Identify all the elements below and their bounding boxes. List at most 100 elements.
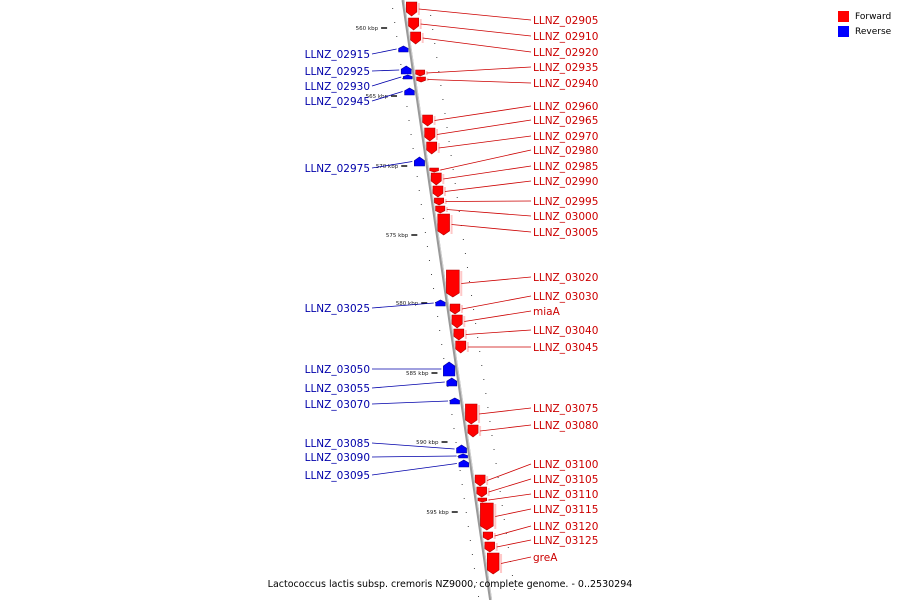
kbp-tick-label: 565 kbp [366,94,389,100]
kbp-tick-label: 580 kbp [396,301,419,307]
forward-label-leader [418,8,532,21]
forward-gene-label: LLNZ_02965 [533,115,598,127]
forward-label-leader [445,200,532,202]
reverse-gene-label: LLNZ_03090 [305,452,370,464]
forward-label-leader [451,224,532,233]
minor-tick-left [424,232,426,233]
forward-gene-label: LLNZ_03040 [533,325,598,337]
reverse-gene-label: LLNZ_03085 [305,438,370,450]
reverse-label-leader [371,161,413,169]
reverse-gene-label: LLNZ_02925 [305,66,370,78]
forward-gene-arrow [453,328,465,341]
minor-tick-left [396,36,398,37]
minor-tick-right [436,57,438,58]
minor-tick-left [418,190,420,191]
minor-tick-right [448,141,450,142]
minor-tick-right [481,365,483,366]
minor-tick-right [446,127,448,128]
forward-gene-arrow [482,531,493,541]
kbp-tick-label: 590 kbp [416,440,439,446]
minor-tick-left [447,386,449,387]
forward-gene-label: miaA [533,306,561,318]
minor-tick-left [467,526,469,527]
forward-gene-arrow [451,314,463,329]
reverse-gene-label: LLNZ_03050 [305,364,370,376]
gene-labels: LLNZ_02905 LLNZ_02910 LLNZ_02920 LLNZ_02935… [305,8,598,564]
forward-gene-label: LLNZ_03005 [533,227,598,239]
minor-tick-right [444,113,446,114]
forward-label-leader [461,276,532,284]
forward-label-leader [444,180,532,192]
minor-tick-right [434,43,436,44]
reverse-gene-arrow [398,45,409,53]
forward-label-leader [465,329,532,335]
minor-tick-right [507,547,509,548]
forward-gene-arrow [486,552,500,575]
forward-label-leader [420,23,532,37]
reverse-label-leader [371,442,455,450]
minor-tick-right [487,407,489,408]
minor-tick-right [452,169,454,170]
caption: Lactococcus lactis subsp. cremoris NZ900… [267,579,633,590]
forward-gene-label: LLNZ_02940 [533,78,598,90]
minor-tick-right [489,421,491,422]
forward-label-leader [461,295,532,310]
kbp-tick-label: 560 kbp [356,26,379,32]
minor-tick-left [433,288,435,289]
minor-tick-left [394,22,396,23]
forward-gene-arrow [434,197,444,206]
minor-tick-right [483,379,485,380]
reverse-gene-label: LLNZ_02930 [305,81,370,93]
minor-tick-left [426,246,428,247]
forward-label-leader [495,508,532,517]
reverse-gene-arrow [458,459,469,468]
kbp-tick-label: 570 kbp [376,164,399,170]
reverse-gene-label: LLNZ_02915 [305,49,370,61]
minor-tick-right [503,519,505,520]
forward-gene-label: greA [533,552,558,564]
reverse-label-leader [371,76,402,87]
minor-tick-right [501,505,503,506]
forward-gene-label: LLNZ_02920 [533,47,598,59]
minor-tick-right [491,435,493,436]
minor-tick-left [422,218,424,219]
forward-gene-arrow [465,403,478,425]
minor-tick-right [475,323,477,324]
forward-label-leader [436,119,532,135]
minor-tick-left [455,442,457,443]
forward-label-leader [440,149,532,171]
forward-label-leader [488,493,532,501]
forward-gene-arrow [446,269,460,298]
reverse-label-leader [371,48,397,55]
minor-tick-right [511,575,513,576]
minor-tick-left [406,106,408,107]
forward-gene-arrow [474,474,486,487]
legend: Forward Reverse [838,9,891,39]
forward-gene-arrow [449,303,461,315]
reverse-gene-arrow [435,299,446,307]
minor-tick-right [469,281,471,282]
minor-tick-left [475,582,477,583]
minor-tick-left [392,8,394,9]
forward-gene-label: LLNZ_03105 [533,474,598,486]
forward-gene-arrow [408,17,419,31]
minor-tick-right [471,295,473,296]
minor-tick-right [464,253,466,254]
forward-gene-label: LLNZ_02935 [533,62,598,74]
forward-gene-arrow [410,31,422,45]
minor-tick-left [400,64,402,65]
minor-tick-left [473,568,475,569]
minor-tick-left [457,456,459,457]
forward-gene-label: LLNZ_03000 [533,211,598,223]
minor-tick-left [471,554,473,555]
minor-tick-left [459,470,461,471]
minor-tick-left [428,260,430,261]
forward-gene-arrow [477,497,488,503]
reverse-gene-label: LLNZ_03055 [305,383,370,395]
reverse-label-leader [371,302,434,309]
minor-tick-right [454,183,456,184]
forward-gene-arrow [426,141,438,155]
minor-tick-right [493,449,495,450]
forward-gene-label: LLNZ_03110 [533,489,598,501]
genes [398,1,503,575]
